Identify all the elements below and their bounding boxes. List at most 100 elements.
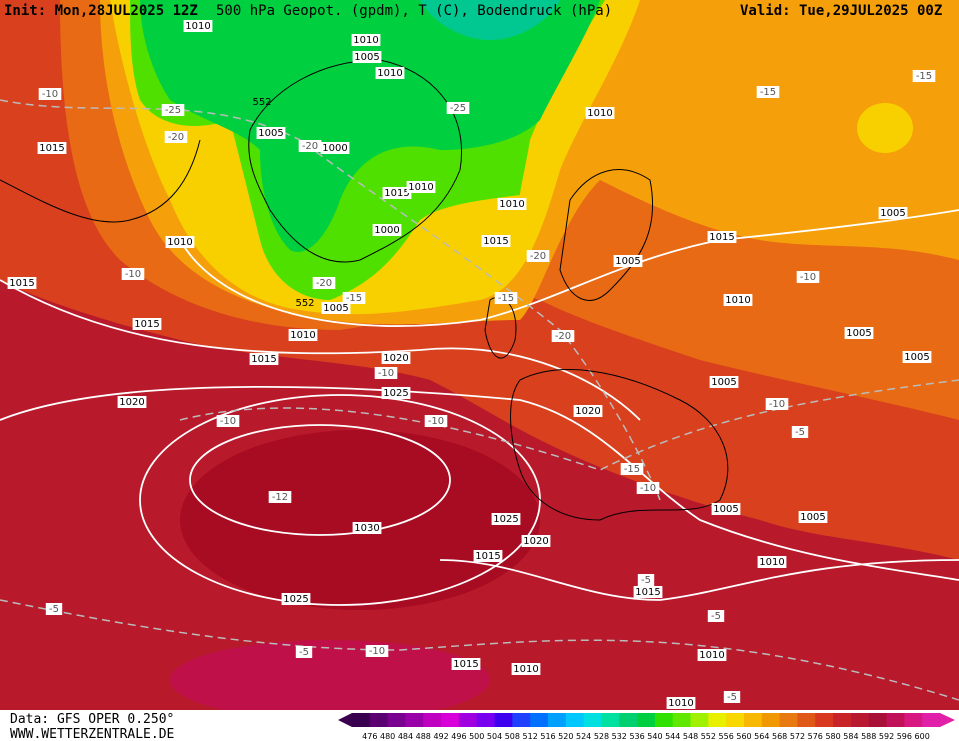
- isotherm-label: -12: [272, 492, 288, 503]
- isobar-label-box: [723, 294, 753, 306]
- colorbar-tick-label: 548: [683, 732, 698, 741]
- colorbar-swatch: [922, 713, 941, 727]
- isotherm-label-box: [636, 482, 660, 494]
- isotherm-label: -25: [165, 105, 181, 116]
- isobars: [0, 209, 959, 606]
- isobar-label-box: [709, 376, 739, 388]
- isotherm-label: -15: [624, 464, 640, 475]
- isobar-label-box: [844, 327, 874, 339]
- colorbar-swatch: [779, 713, 798, 727]
- isobar-label-box: [321, 302, 351, 314]
- isobar-label: 1020: [523, 536, 548, 547]
- isobar-label: 1015: [475, 551, 500, 562]
- isotherm-label-box: [756, 86, 780, 98]
- colorbar-tick-label: 580: [825, 732, 840, 741]
- isobar-label: 1015: [251, 354, 276, 365]
- colorbar-tick-label: 596: [897, 732, 912, 741]
- colorbar-tick-label: 504: [487, 732, 502, 741]
- isobar-label: 1020: [119, 397, 144, 408]
- colorbar-swatch: [494, 713, 513, 727]
- colorbar-swatch: [850, 713, 870, 727]
- isobar-label-box: [256, 127, 286, 139]
- isobar-label: 1005: [846, 328, 871, 339]
- isotherm-label: -10: [640, 483, 656, 494]
- isotherm-label: -15: [760, 87, 776, 98]
- isobar-label: 1010: [513, 664, 538, 675]
- colorbar-swatch: [352, 713, 371, 727]
- colorbar-swatch: [387, 713, 406, 727]
- isobar-label-box: [352, 51, 382, 63]
- isotherm-label: -20: [302, 141, 318, 152]
- colorbar-swatch: [565, 713, 585, 727]
- isobar-label-box: [249, 353, 279, 365]
- colorbar-swatch: [512, 713, 531, 727]
- colorbar-tick-label: 536: [629, 732, 644, 741]
- colorbar-swatch: [690, 713, 709, 727]
- colorbar-swatch: [654, 713, 674, 727]
- isotherm-label-box: [38, 88, 62, 100]
- colorbar-tick-label: 544: [665, 732, 680, 741]
- isotherm-label-box: [424, 415, 448, 427]
- isobar-label-box: [497, 198, 527, 210]
- isobar-label: 1010: [499, 199, 524, 210]
- isobar-label-box: [511, 663, 541, 675]
- colorbar-swatch: [904, 713, 923, 727]
- colorbar-swatch: [619, 713, 638, 727]
- isotherm-label-box: [45, 603, 63, 615]
- isobar-label: 1015: [453, 659, 478, 670]
- isotherm-label: -5: [727, 692, 737, 703]
- isobar-label-box: [481, 235, 511, 247]
- colorbar-swatch: [744, 713, 763, 727]
- isotherm-label: -5: [795, 427, 805, 438]
- isotherm-label-box: [791, 426, 809, 438]
- isobar-label-box: [573, 405, 603, 417]
- isobar-label-box: [878, 207, 908, 219]
- isobar-label-box: [372, 224, 402, 236]
- colorbar-swatch: [369, 713, 389, 727]
- isobar-label-box: [902, 351, 932, 363]
- init-time: Init: Mon,28JUL2025 12Z: [4, 3, 198, 19]
- colorbar-tick-label: 508: [505, 732, 520, 741]
- isobar-label: 1010: [759, 557, 784, 568]
- isobar-label-box: [633, 586, 663, 598]
- isotherm-label-box: [365, 645, 389, 657]
- isobar-label: 1010: [290, 330, 315, 341]
- isobar-label: 1010: [668, 698, 693, 709]
- isobar-label-box: [406, 181, 436, 193]
- isotherm-label: -5: [711, 611, 721, 622]
- colorbar-tick-label: 512: [523, 732, 538, 741]
- colorbar-swatch: [601, 713, 620, 727]
- isobar-label: 1005: [258, 128, 283, 139]
- colorbar-swatch: [726, 713, 745, 727]
- isobar-label: 1015: [483, 236, 508, 247]
- isobar-label-box: [375, 67, 405, 79]
- isotherm-label: -10: [769, 399, 785, 410]
- colorbar-tick-label: 484: [398, 732, 413, 741]
- isobar-label-box: [381, 387, 411, 399]
- colorbar-swatch: [423, 713, 442, 727]
- isotherm-label-box: [707, 610, 725, 622]
- isobar-label: 1015: [384, 188, 409, 199]
- isotherm-label: -25: [450, 103, 466, 114]
- isobar-label-box: [666, 697, 696, 709]
- isotherm-label-box: [620, 463, 644, 475]
- colorbar-swatch: [886, 713, 905, 727]
- colorbar-swatch: [672, 713, 692, 727]
- isotherm-label-box: [342, 292, 366, 304]
- isobar-label: 1015: [39, 143, 64, 154]
- isobar-label-box: [491, 513, 521, 525]
- isotherms: [0, 99, 959, 701]
- isobar-label: 1015: [9, 278, 34, 289]
- isotherm-label-box: [637, 574, 655, 586]
- isobar-label-box: [711, 503, 741, 515]
- colorbar-swatch: [530, 713, 549, 727]
- isotherm-label-box: [312, 277, 336, 289]
- colorbar-tick-label: 556: [719, 732, 734, 741]
- isobar-label-box: [351, 34, 381, 46]
- isobar-label: 1005: [323, 303, 348, 314]
- isobar-label: 1005: [800, 512, 825, 523]
- isobar-label: 1010: [185, 21, 210, 32]
- isotherm-label-box: [796, 271, 820, 283]
- isobar-label: 1005: [711, 377, 736, 388]
- valid-time: Valid: Tue,29JUL2025 00Z: [740, 3, 942, 19]
